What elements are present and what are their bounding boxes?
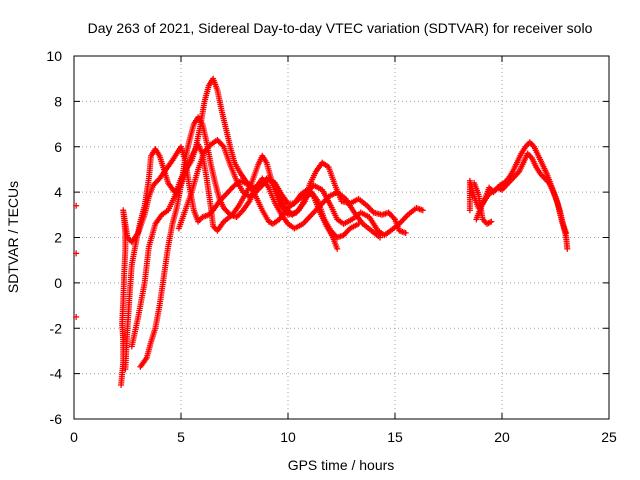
y-tick-label: -4: [50, 366, 63, 382]
data-point: [563, 229, 570, 236]
data-point: [402, 229, 409, 236]
data-marks: [73, 75, 571, 388]
x-axis-label: GPS time / hours: [288, 457, 395, 473]
x-tick-label: 25: [601, 429, 617, 445]
y-tick-label: 2: [54, 230, 62, 246]
y-tick-label: 6: [54, 139, 62, 155]
x-tick-label: 0: [70, 429, 78, 445]
y-tick-label: -2: [50, 320, 63, 336]
y-tick-label: 0: [54, 275, 62, 291]
data-point: [377, 234, 384, 241]
x-tick-label: 5: [177, 429, 185, 445]
data-point: [355, 220, 362, 227]
x-tick-label: 20: [494, 429, 510, 445]
y-tick-label: -6: [50, 411, 63, 427]
data-point: [73, 250, 80, 257]
x-tick-label: 10: [280, 429, 296, 445]
data-point: [73, 202, 80, 209]
y-tick-label: 4: [54, 184, 62, 200]
y-axis-label: SDTVAR / TECUs: [5, 181, 21, 293]
y-axis: -6 -4 -2 0 2 4 6 8 10: [46, 48, 609, 427]
x-axis: 0 5 10 15 20 25: [70, 56, 617, 445]
chart-title: Day 263 of 2021, Sidereal Day-to-day VTE…: [88, 20, 593, 36]
data-point: [419, 207, 426, 214]
data-point: [73, 313, 80, 320]
y-tick-label: 10: [46, 48, 62, 64]
x-tick-label: 15: [387, 429, 403, 445]
grid: [74, 56, 609, 419]
data-point: [564, 245, 571, 252]
data-point: [488, 218, 495, 225]
data-point: [334, 245, 341, 252]
y-tick-label: 8: [54, 93, 62, 109]
